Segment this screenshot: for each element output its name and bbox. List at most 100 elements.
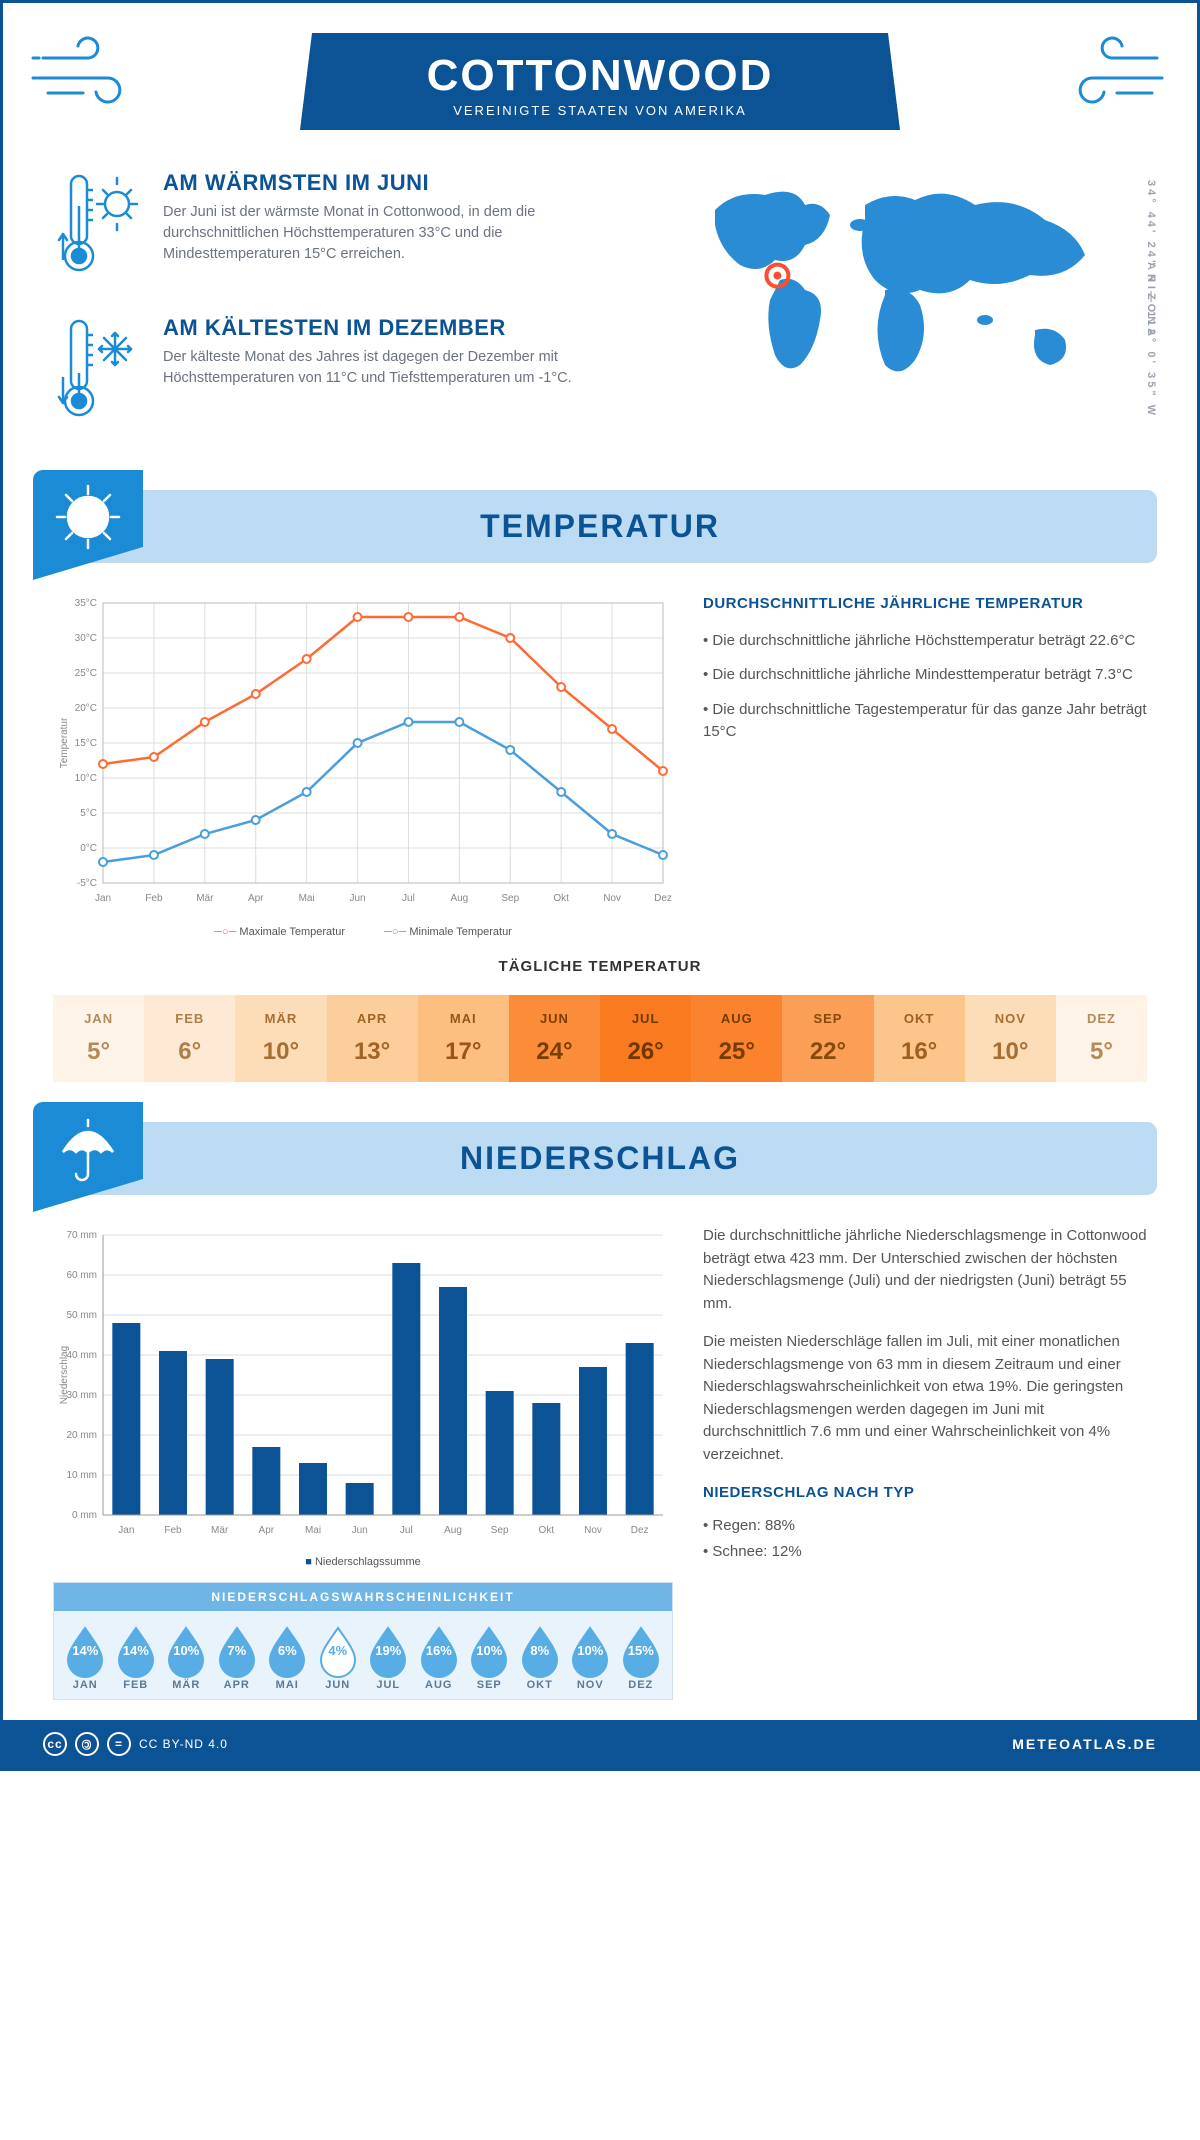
- precipitation-header: NIEDERSCHLAG: [43, 1122, 1157, 1195]
- svg-text:Sep: Sep: [491, 1525, 509, 1536]
- page: COTTONWOOD VEREINIGTE STAATEN VON AMERIK…: [0, 0, 1200, 1771]
- temp-cell: MÄR10°: [235, 995, 326, 1082]
- svg-text:60 mm: 60 mm: [66, 1270, 97, 1281]
- thermometer-cold-icon: [53, 315, 143, 430]
- temp-cell: JUN24°: [509, 995, 600, 1082]
- probability-cell: 8% OKT: [515, 1625, 566, 1691]
- svg-text:Mai: Mai: [299, 893, 315, 904]
- temperature-summary: DURCHSCHNITTLICHE JÄHRLICHE TEMPERATUR •…: [703, 593, 1147, 938]
- svg-text:20°C: 20°C: [75, 703, 97, 714]
- license: cc 🄯 = CC BY-ND 4.0: [43, 1732, 228, 1756]
- probability-cell: 10% MÄR: [161, 1625, 212, 1691]
- section-title: TEMPERATUR: [43, 508, 1157, 545]
- precipitation-summary: Die durchschnittliche jährliche Niedersc…: [703, 1225, 1147, 1700]
- by-icon: 🄯: [75, 1732, 99, 1756]
- probability-cell: 14% JAN: [60, 1625, 111, 1691]
- svg-text:Nov: Nov: [603, 893, 621, 904]
- svg-text:Okt: Okt: [553, 893, 569, 904]
- svg-text:30 mm: 30 mm: [66, 1390, 97, 1401]
- probability-cell: 10% SEP: [464, 1625, 515, 1691]
- svg-text:Sep: Sep: [501, 893, 519, 904]
- sun-icon: [33, 470, 143, 580]
- svg-text:Aug: Aug: [450, 893, 468, 904]
- temp-cell: APR13°: [327, 995, 418, 1082]
- wind-icon: [1057, 33, 1167, 118]
- warm-title: AM WÄRMSTEN IM JUNI: [163, 170, 633, 196]
- wind-icon: [33, 33, 143, 118]
- probability-cell: 14% FEB: [111, 1625, 162, 1691]
- footer: cc 🄯 = CC BY-ND 4.0 METEOATLAS.DE: [3, 1720, 1197, 1768]
- thermometer-hot-icon: [53, 170, 143, 285]
- svg-text:Feb: Feb: [164, 1525, 182, 1536]
- svg-text:Niederschlag: Niederschlag: [59, 1346, 70, 1404]
- probability-cell: 15% DEZ: [616, 1625, 667, 1691]
- svg-text:50 mm: 50 mm: [66, 1310, 97, 1321]
- temp-cell: FEB6°: [144, 995, 235, 1082]
- temp-cell: DEZ5°: [1056, 995, 1147, 1082]
- cc-icon: cc: [43, 1732, 67, 1756]
- probability-cell: 7% APR: [212, 1625, 263, 1691]
- intro-section: AM WÄRMSTEN IM JUNI Der Juni ist der wär…: [3, 130, 1197, 480]
- svg-text:Nov: Nov: [584, 1525, 602, 1536]
- svg-text:Mai: Mai: [305, 1525, 321, 1536]
- svg-text:Jul: Jul: [402, 893, 415, 904]
- svg-text:-5°C: -5°C: [77, 878, 97, 889]
- svg-text:Aug: Aug: [444, 1525, 462, 1536]
- cold-text: Der kälteste Monat des Jahres ist dagege…: [163, 347, 633, 389]
- header: COTTONWOOD VEREINIGTE STAATEN VON AMERIK…: [3, 3, 1197, 130]
- svg-text:Dez: Dez: [631, 1525, 649, 1536]
- svg-text:30°C: 30°C: [75, 633, 97, 644]
- svg-text:25°C: 25°C: [75, 668, 97, 679]
- probability-cell: 10% NOV: [565, 1625, 616, 1691]
- svg-text:0 mm: 0 mm: [72, 1510, 97, 1521]
- svg-text:Jun: Jun: [352, 1525, 368, 1536]
- world-map: 34° 44' 24" N — 112° 0' 35" W ARIZONA: [663, 170, 1147, 460]
- warm-text: Der Juni ist der wärmste Monat in Cotton…: [163, 202, 633, 265]
- section-title: NIEDERSCHLAG: [43, 1140, 1157, 1177]
- umbrella-icon: [33, 1102, 143, 1212]
- region-label: ARIZONA: [1145, 262, 1157, 340]
- temp-legend: Maximale Temperatur Minimale Temperatur: [53, 926, 673, 938]
- svg-text:Dez: Dez: [654, 893, 672, 904]
- svg-text:0°C: 0°C: [80, 843, 97, 854]
- brand: METEOATLAS.DE: [1012, 1736, 1157, 1752]
- svg-text:10°C: 10°C: [75, 773, 97, 784]
- daily-temperature: TÄGLICHE TEMPERATUR JAN5°FEB6°MÄR10°APR1…: [3, 948, 1197, 1112]
- precipitation-chart: 0 mm 10 mm 20 mm 30 mm 40 mm 50 mm 60 mm 70 mm J…: [53, 1225, 673, 1568]
- temp-cell: SEP22°: [782, 995, 873, 1082]
- svg-text:15°C: 15°C: [75, 738, 97, 749]
- svg-text:40 mm: 40 mm: [66, 1350, 97, 1361]
- temp-cell: MAI17°: [418, 995, 509, 1082]
- svg-text:Feb: Feb: [145, 893, 163, 904]
- svg-text:Okt: Okt: [539, 1525, 555, 1536]
- svg-text:Apr: Apr: [259, 1525, 275, 1536]
- temp-cell: AUG25°: [691, 995, 782, 1082]
- svg-text:20 mm: 20 mm: [66, 1430, 97, 1441]
- warmest-block: AM WÄRMSTEN IM JUNI Der Juni ist der wär…: [53, 170, 633, 285]
- temp-bullet: • Die durchschnittliche Tagestemperatur …: [703, 699, 1147, 744]
- temperature-chart: -5°C0°C5°C10°C15°C20°C25°C30°C35°CJanFeb…: [53, 593, 673, 938]
- temp-cell: OKT16°: [874, 995, 965, 1082]
- country-subtitle: VEREINIGTE STAATEN VON AMERIKA: [360, 103, 840, 118]
- svg-text:Mär: Mär: [196, 893, 214, 904]
- city-title: COTTONWOOD: [360, 51, 840, 101]
- precip-legend: Niederschlagssumme: [53, 1556, 673, 1568]
- svg-text:Apr: Apr: [248, 893, 264, 904]
- svg-text:70 mm: 70 mm: [66, 1230, 97, 1241]
- probability-cell: 4% JUN: [313, 1625, 364, 1691]
- precip-type: • Schnee: 12%: [703, 1541, 1147, 1564]
- svg-text:35°C: 35°C: [75, 598, 97, 609]
- svg-text:Jul: Jul: [400, 1525, 413, 1536]
- probability-cell: 6% MAI: [262, 1625, 313, 1691]
- probability-cell: 16% AUG: [414, 1625, 465, 1691]
- svg-text:Jan: Jan: [118, 1525, 134, 1536]
- svg-text:Mär: Mär: [211, 1525, 229, 1536]
- svg-text:Jun: Jun: [349, 893, 365, 904]
- cold-title: AM KÄLTESTEN IM DEZEMBER: [163, 315, 633, 341]
- temp-bullet: • Die durchschnittliche jährliche Höchst…: [703, 630, 1147, 653]
- svg-text:10 mm: 10 mm: [66, 1470, 97, 1481]
- probability-cell: 19% JUL: [363, 1625, 414, 1691]
- probability-box: NIEDERSCHLAGSWAHRSCHEINLICHKEIT 14% JAN …: [53, 1582, 673, 1700]
- coldest-block: AM KÄLTESTEN IM DEZEMBER Der kälteste Mo…: [53, 315, 633, 430]
- svg-text:Jan: Jan: [95, 893, 111, 904]
